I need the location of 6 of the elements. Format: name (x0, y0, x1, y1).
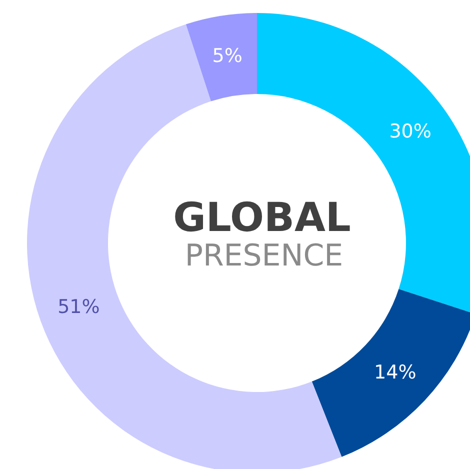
data-label: 51% (58, 296, 100, 318)
text: GLOBAL (173, 195, 351, 241)
data-label: 30% (389, 120, 432, 143)
data-label: 5% (212, 44, 242, 67)
text: PRESENCE (184, 238, 344, 274)
data-label: 14% (374, 362, 416, 384)
